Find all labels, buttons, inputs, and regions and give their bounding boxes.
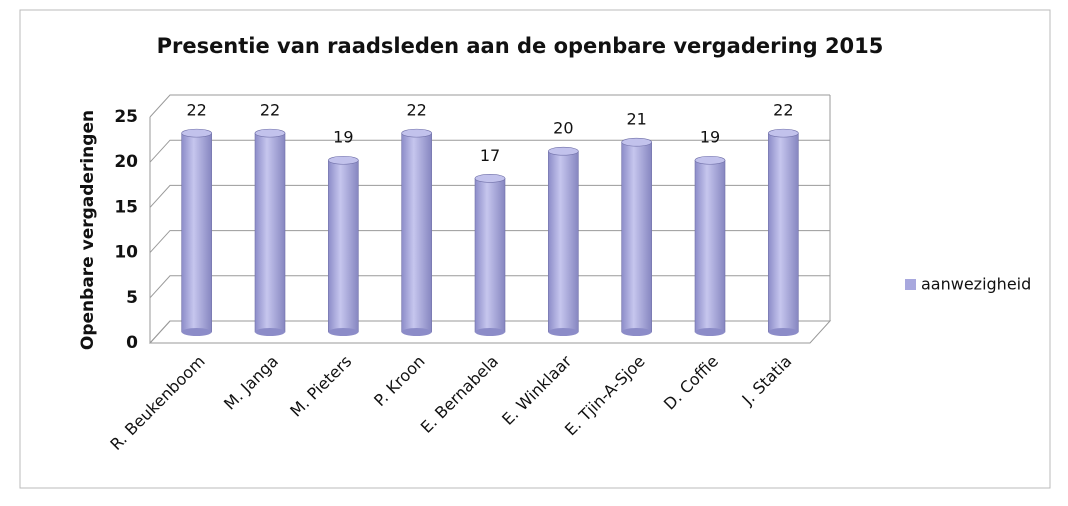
- bar: [621, 141, 652, 333]
- data-label: 22: [260, 101, 280, 120]
- bar-top: [694, 155, 726, 165]
- bar-base: [475, 328, 505, 336]
- bar-top: [474, 174, 506, 183]
- chart-border: [19, 9, 1051, 489]
- bar-top: [401, 128, 432, 138]
- bar-top: [254, 128, 286, 138]
- bar: [254, 132, 286, 333]
- data-label: 22: [186, 101, 206, 120]
- bar-base: [255, 328, 285, 336]
- y-tick-label: 5: [126, 288, 138, 308]
- bar-top: [181, 128, 212, 138]
- grid-line: [149, 184, 830, 208]
- bar-top: [328, 155, 359, 165]
- x-tick-label: R. Beukenboom: [106, 352, 208, 454]
- data-label: 19: [333, 128, 353, 147]
- x-tick-label: E. Bernabela: [417, 352, 502, 437]
- y-tick-label: 25: [114, 107, 138, 127]
- x-tick-label: E. Winklaar: [498, 351, 576, 429]
- y-tick-label: 10: [114, 243, 138, 263]
- data-label: 17: [480, 146, 500, 165]
- grid-line: [149, 139, 830, 163]
- data-label: 22: [773, 101, 793, 120]
- bar-base: [401, 328, 432, 336]
- bar-base: [621, 328, 652, 336]
- bar: [181, 132, 212, 333]
- bar-top: [548, 146, 579, 156]
- data-label: 21: [626, 110, 646, 129]
- bar-base: [548, 328, 579, 336]
- bar-base: [328, 328, 359, 336]
- y-tick-label: 20: [114, 152, 138, 172]
- x-tick-label: M. Janga: [220, 352, 282, 414]
- grid-line: [149, 94, 830, 118]
- bar: [328, 159, 359, 333]
- grid-line: [149, 275, 830, 299]
- data-label: 20: [553, 119, 573, 138]
- bar-top: [621, 137, 652, 147]
- legend-swatch: [905, 279, 916, 290]
- data-label: 19: [700, 128, 720, 147]
- y-axis-title: Openbare vergaderingen: [78, 110, 98, 350]
- grid-line: [149, 320, 830, 344]
- bar: [768, 132, 799, 333]
- bar: [548, 150, 579, 333]
- bar: [474, 178, 506, 333]
- bar-base: [768, 328, 799, 336]
- chart-title: Presentie van raadsleden aan de openbare…: [157, 34, 884, 58]
- x-tick-label: D. Coffie: [660, 352, 722, 414]
- x-tick-label: J. Statia: [738, 352, 796, 410]
- y-tick-label: 0: [126, 333, 138, 353]
- x-tick-label: P. Kroon: [370, 352, 429, 411]
- bar-base: [695, 328, 725, 336]
- y-tick-label: 15: [114, 197, 138, 217]
- bar-base: [181, 328, 212, 336]
- grid-line: [149, 230, 830, 253]
- bar-top: [768, 128, 799, 138]
- x-tick-label: M. Pieters: [286, 352, 355, 421]
- data-label: 22: [406, 101, 426, 120]
- legend-label: aanwezigheid: [921, 275, 1031, 294]
- bar: [401, 132, 432, 333]
- bar: [694, 159, 726, 333]
